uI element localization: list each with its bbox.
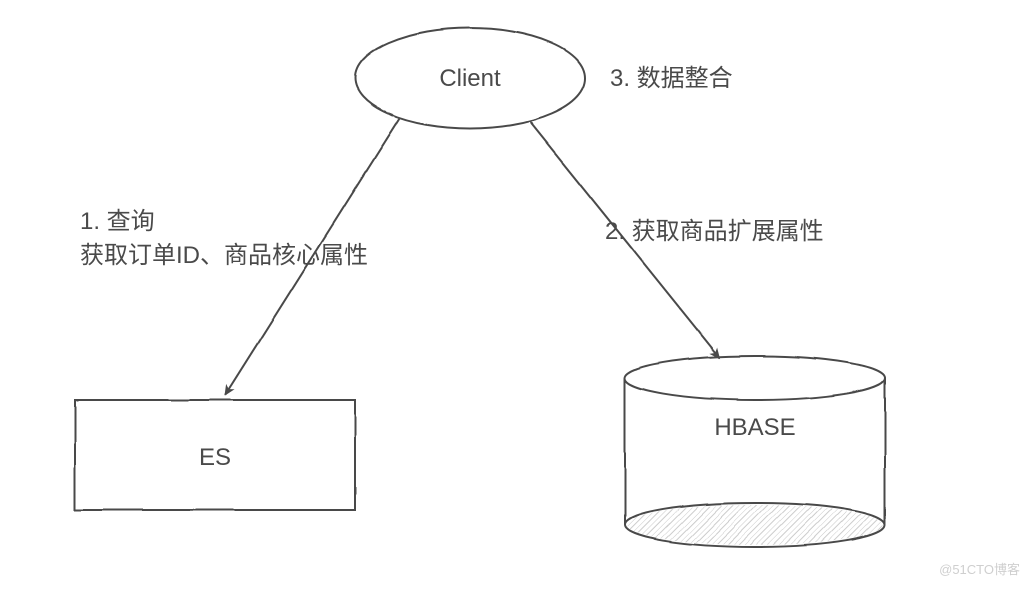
hbase-node [625,356,885,547]
annotation-1: 1. 查询 获取订单ID、商品核心属性 [80,205,368,272]
diagram-svg: Client ES HBASE [0,0,1032,586]
watermark: @51CTO博客 [939,559,1020,578]
es-label: ES [199,444,231,471]
annotation-3: 3. 数据整合 [610,62,733,96]
diagram-canvas: Client ES HBASE 1. 查询 获取订单ID、商品核心属性 2. 获… [0,0,1032,586]
annotation-2: 2. 获取商品扩展属性 [605,215,824,249]
hbase-label: HBASE [714,414,795,441]
client-label: Client [439,65,501,92]
